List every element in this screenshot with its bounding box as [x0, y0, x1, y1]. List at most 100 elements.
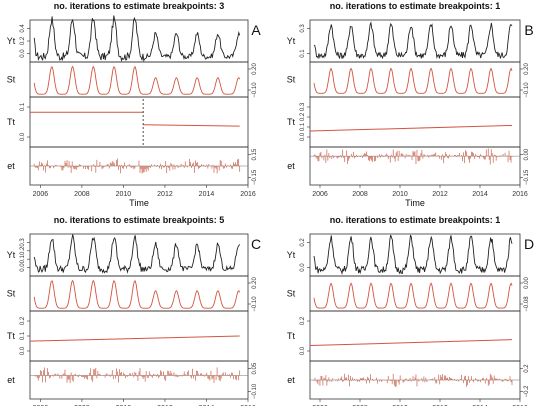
y-tick-label: 0.0 — [20, 132, 26, 141]
y-tick-label: −0.15 — [252, 169, 258, 185]
y-tick-label: 0.1 — [300, 49, 306, 58]
panel-title: no. iterations to estimate breakpoints: … — [330, 1, 501, 11]
y-tick-label: 0.1 — [20, 102, 26, 111]
y-tick-label: 0.00 — [524, 148, 530, 160]
x-tick-label: 2008 — [74, 191, 90, 198]
x-axis-label: Time — [405, 198, 425, 208]
y-tick-label: 0.00 — [524, 277, 530, 289]
x-tick-label: 2016 — [240, 191, 256, 198]
row-label: et — [287, 161, 295, 171]
y-tick-label: −0.08 — [524, 296, 530, 312]
y-tick-label: 0.2 — [20, 316, 26, 325]
x-tick-label: 2012 — [157, 191, 173, 198]
y-tick-label: 0.3 — [300, 24, 306, 33]
row-label: et — [287, 375, 295, 385]
y-tick-label: 0.1 — [300, 122, 306, 131]
panel-title: no. iterations to estimate breakpoints: … — [54, 215, 225, 225]
row-et: et −0.2 0.2 — [287, 360, 530, 400]
trend-segment-1 — [143, 124, 240, 127]
y-tick-label: 0.2 — [524, 364, 530, 373]
row-yt: Yt 0.00.10.20.3 — [7, 233, 249, 277]
row-frame — [29, 61, 249, 98]
x-tick-label: 2008 — [352, 191, 368, 198]
y-tick-label: 0.2 — [300, 316, 306, 325]
y-tick-label: −0.10 — [252, 82, 258, 98]
row-label: et — [7, 375, 15, 385]
row-yt: Yt 0.1 0.3 — [287, 19, 521, 63]
x-axis-label: Time — [129, 198, 149, 208]
y-tick-label: 0.2 — [300, 238, 306, 247]
row-frame — [29, 275, 249, 312]
y-tick-label: 0.3 — [20, 238, 26, 247]
y-tick-label: 0.3 — [300, 102, 306, 111]
y-tick-label: −0.10 — [252, 383, 258, 399]
y-tick-label: 0.4 — [20, 24, 26, 33]
panel-letter: B — [524, 22, 533, 38]
row-st: St −0.08 0.00 — [287, 275, 530, 312]
y-tick-label: 0.05 — [252, 362, 258, 374]
y-tick-label: 0.0 — [300, 132, 306, 141]
observed-series-line — [33, 15, 241, 62]
row-label: et — [7, 161, 15, 171]
x-tick-label: 2014 — [199, 191, 215, 198]
panel-C: no. iterations to estimate breakpoints: … — [7, 215, 261, 406]
row-label: Tt — [287, 331, 295, 341]
y-tick-label: −0.2 — [524, 385, 530, 398]
row-label: Yt — [7, 250, 16, 260]
panel-letter: D — [524, 236, 534, 252]
y-tick-label: −0.15 — [524, 169, 530, 185]
y-tick-label: 0.0 — [20, 49, 26, 58]
row-frame — [309, 96, 521, 148]
y-tick-label: 0.0 — [300, 346, 306, 355]
row-label: Tt — [7, 331, 15, 341]
x-tick-label: 2010 — [392, 191, 408, 198]
y-tick-label: 0.15 — [252, 148, 258, 160]
y-tick-label: 0.20 — [252, 63, 258, 75]
observed-series-line — [313, 234, 513, 275]
x-tick-label: 2010 — [116, 191, 132, 198]
panel-D: no. iterations to estimate breakpoints: … — [287, 215, 534, 406]
row-label: Tt — [287, 117, 295, 127]
panel-title: no. iterations to estimate breakpoints: … — [54, 1, 225, 11]
y-tick-label: 0.20 — [252, 277, 258, 289]
seasonal-series-line — [313, 282, 513, 309]
row-frame — [29, 310, 249, 362]
y-tick-label: −0.10 — [524, 82, 530, 98]
trend-segment-0 — [29, 335, 240, 342]
row-st: St −0.10 0.20 — [287, 61, 530, 98]
row-st: St −0.10 0.20 — [7, 275, 258, 312]
panel-letter: A — [251, 22, 261, 38]
row-frame — [309, 146, 521, 186]
y-tick-label: 0.2 — [20, 246, 26, 255]
observed-series-line — [313, 21, 513, 60]
y-tick-label: 0.2 — [300, 112, 306, 121]
seasonal-series-line — [33, 65, 241, 95]
panel-title: no. iterations to estimate breakpoints: … — [330, 215, 501, 225]
row-frame — [309, 310, 521, 362]
y-tick-label: 0.0 — [20, 263, 26, 272]
row-tt: Tt 0.0 0.1 — [7, 96, 249, 148]
x-tick-label: 2012 — [432, 191, 448, 198]
row-tt: Tt 0.00.10.20.3 — [287, 96, 521, 148]
panel-A: no. iterations to estimate breakpoints: … — [7, 1, 262, 208]
x-tick-label: 2006 — [33, 191, 49, 198]
row-frame — [29, 360, 249, 400]
y-tick-label: 0.20 — [524, 63, 530, 75]
row-yt: Yt 0.0 0.2 — [287, 233, 521, 277]
row-label: St — [7, 75, 16, 85]
observed-series-line — [33, 234, 241, 274]
row-tt: Tt 0.0 0.2 — [287, 310, 521, 362]
row-et: et −0.15 0.00 — [287, 146, 530, 186]
panel-B: no. iterations to estimate breakpoints: … — [287, 1, 534, 208]
x-tick-label: 2014 — [472, 191, 488, 198]
seasonal-series-line — [313, 67, 513, 94]
row-yt: Yt 0.0 0.2 0.4 — [7, 15, 249, 63]
row-et: et −0.10 0.05 — [7, 360, 258, 400]
row-label: St — [287, 75, 296, 85]
y-tick-label: 0.0 — [20, 346, 26, 355]
row-label: Yt — [7, 36, 16, 46]
row-et: et −0.15 0.15 — [7, 146, 258, 186]
row-label: St — [287, 289, 296, 299]
y-tick-label: 0.1 — [20, 254, 26, 263]
